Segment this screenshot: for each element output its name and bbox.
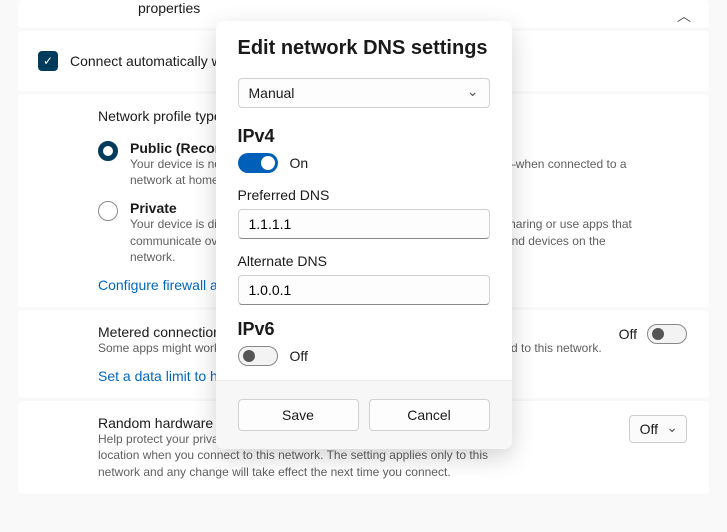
ipv6-heading: IPv6 bbox=[238, 319, 490, 340]
ipv4-heading: IPv4 bbox=[238, 126, 490, 147]
ipv6-state: Off bbox=[290, 348, 308, 364]
private-radio[interactable] bbox=[98, 201, 118, 221]
metered-state: Off bbox=[619, 326, 637, 342]
chevron-up-icon[interactable]: ︿ bbox=[677, 6, 691, 26]
properties-label: properties bbox=[138, 0, 200, 16]
modal-title: Edit network DNS settings bbox=[238, 37, 490, 60]
cancel-button[interactable]: Cancel bbox=[369, 399, 490, 431]
preferred-dns-label: Preferred DNS bbox=[238, 187, 490, 203]
alternate-dns-label: Alternate DNS bbox=[238, 253, 490, 269]
metered-toggle[interactable] bbox=[647, 324, 687, 344]
ipv6-toggle[interactable] bbox=[238, 346, 278, 366]
preferred-dns-input[interactable] bbox=[238, 209, 490, 239]
mode-select[interactable]: Manual bbox=[238, 78, 490, 108]
ipv4-toggle[interactable] bbox=[238, 153, 278, 173]
save-button[interactable]: Save bbox=[238, 399, 359, 431]
public-radio[interactable] bbox=[98, 141, 118, 161]
connect-auto-checkbox[interactable]: ✓ bbox=[38, 51, 58, 71]
dns-modal: Edit network DNS settings Manual IPv4 On… bbox=[216, 21, 512, 449]
random-select[interactable]: Off bbox=[629, 415, 687, 443]
ipv4-state: On bbox=[290, 155, 309, 171]
alternate-dns-input[interactable] bbox=[238, 275, 490, 305]
